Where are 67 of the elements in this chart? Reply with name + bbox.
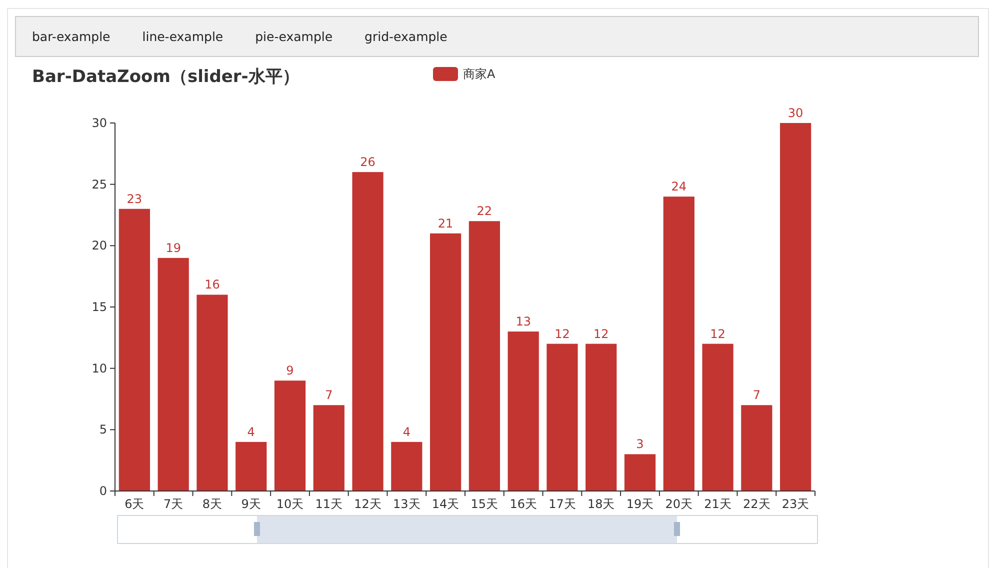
data-label: 9 (286, 364, 294, 378)
data-label: 12 (710, 326, 726, 341)
data-label: 3 (636, 437, 644, 452)
x-tick-label: 8天 (202, 497, 222, 511)
bar (196, 294, 228, 491)
bar (780, 123, 812, 491)
x-tick-label: 13天 (393, 497, 420, 511)
x-tick-label: 21天 (704, 497, 732, 511)
text: pie-example (255, 29, 333, 44)
bar (508, 332, 539, 491)
y-tick-label: 0 (99, 484, 107, 498)
bar (430, 233, 462, 491)
y-tick-label: 5 (99, 422, 107, 437)
bar (702, 344, 734, 491)
x-tick-label: 22天 (743, 497, 770, 511)
x-tick-label: 10天 (276, 497, 304, 511)
legend-label: 商家A (463, 67, 496, 81)
data-label: 12 (554, 326, 570, 341)
x-tick-label: 17天 (548, 497, 576, 511)
data-label: 21 (438, 216, 454, 230)
y-tick-label: 20 (92, 238, 107, 253)
y-tick-label: 30 (92, 116, 107, 130)
data-label: 24 (671, 180, 687, 194)
bar (274, 380, 306, 491)
x-tick-label: 6天 (124, 497, 144, 511)
data-label: 23 (126, 192, 142, 206)
y-tick-label: 15 (92, 300, 107, 314)
bar (468, 221, 500, 491)
y-tick-label: 25 (92, 177, 107, 192)
data-label: 4 (402, 424, 410, 439)
x-tick-label: 11天 (315, 497, 343, 511)
x-tick-label: 16天 (510, 497, 537, 511)
data-label: 16 (204, 278, 220, 292)
bar (663, 196, 694, 491)
bar (624, 454, 656, 491)
x-tick-label: 20天 (665, 497, 693, 511)
data-label: 22 (476, 204, 492, 218)
bar (586, 344, 617, 491)
bar (313, 405, 344, 491)
data-label: 13 (516, 314, 531, 329)
bar (391, 442, 422, 491)
x-tick-label: 7天 (164, 497, 184, 511)
data-label: 4 (247, 424, 255, 439)
data-label: 7 (325, 388, 333, 402)
data-label: 7 (752, 388, 760, 402)
data-label: 19 (166, 240, 181, 255)
text: bar-example (32, 29, 111, 44)
data-label: 12 (593, 326, 609, 341)
x-tick-label: 14天 (432, 497, 460, 511)
x-tick-label: 18天 (587, 497, 615, 511)
chart-title: Bar-DataZoom（slider-水平） (32, 67, 300, 87)
text: line-example (142, 29, 224, 44)
text: grid-example (364, 29, 448, 44)
x-tick-label: 19天 (626, 497, 654, 511)
x-tick-label: 15天 (470, 497, 498, 511)
bar (118, 208, 150, 491)
bar (158, 258, 189, 491)
bar (352, 172, 384, 491)
data-label: 30 (788, 106, 804, 120)
y-tick-label: 10 (92, 361, 107, 376)
x-tick-label: 9天 (241, 497, 261, 511)
x-tick-label: 23天 (782, 497, 810, 511)
bar (236, 442, 267, 491)
bar (741, 405, 772, 491)
data-label: 26 (360, 155, 376, 170)
bar (546, 344, 578, 491)
x-tick-label: 12天 (354, 497, 382, 511)
